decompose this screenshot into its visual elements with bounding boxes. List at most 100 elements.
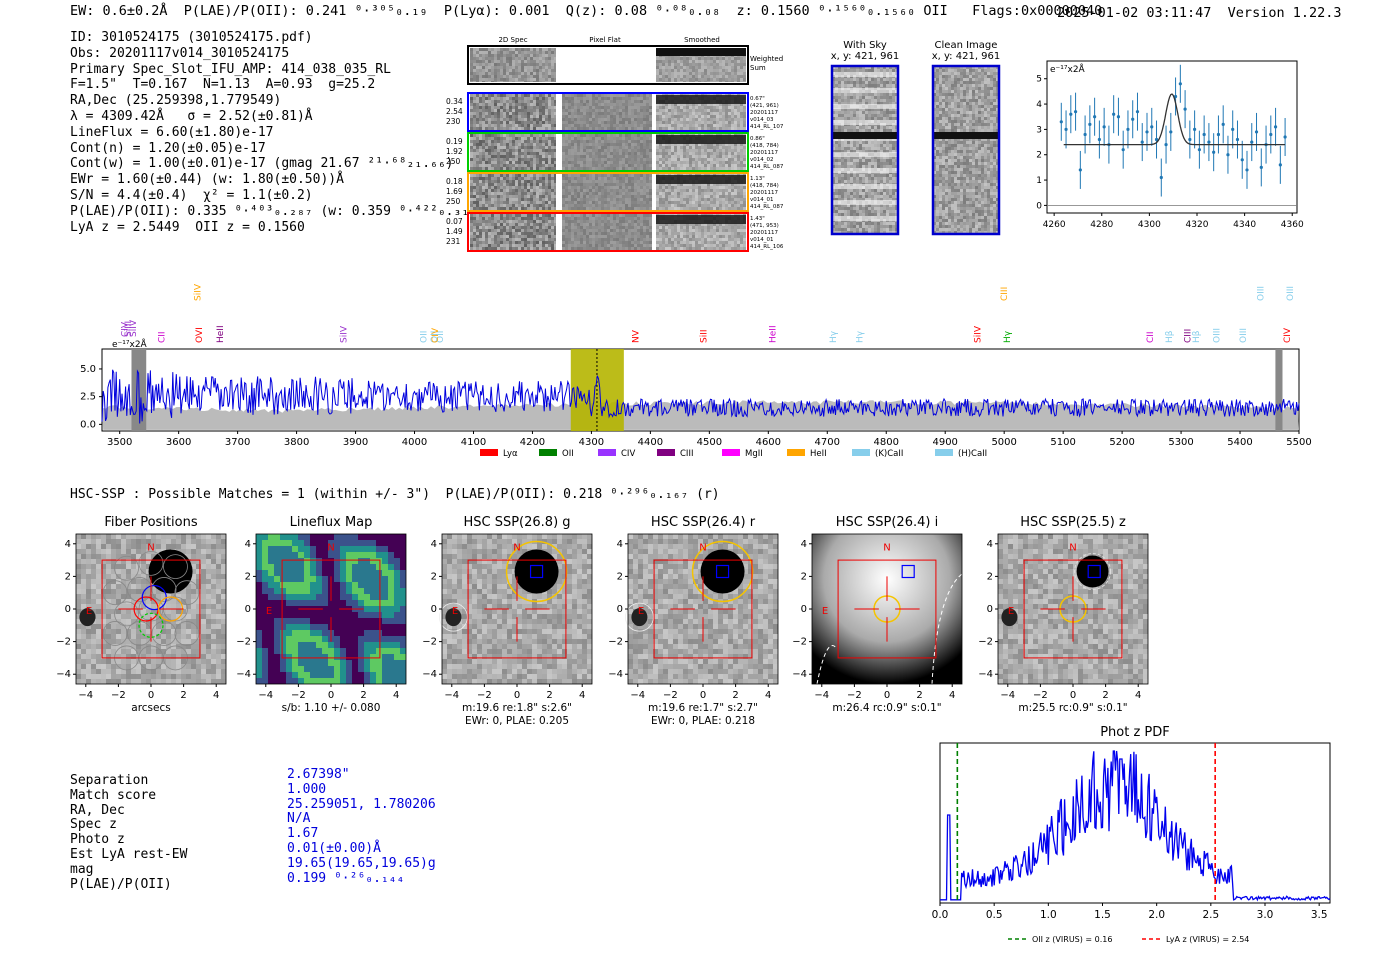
- pixel: [518, 155, 521, 158]
- pixel: [668, 238, 671, 241]
- pixel: [734, 161, 737, 164]
- pixel: [640, 155, 643, 158]
- pixel: [571, 189, 574, 192]
- pixel: [503, 60, 506, 63]
- pixel: [643, 109, 646, 112]
- pixel: [539, 195, 542, 198]
- pixel: [542, 226, 545, 229]
- pixel: [601, 118, 604, 121]
- pixel: [740, 124, 743, 127]
- pixel: [512, 232, 515, 235]
- pixel: [530, 214, 533, 217]
- pixel: [689, 223, 692, 226]
- pixel: [565, 207, 568, 210]
- pixel: [473, 174, 476, 177]
- pixel: [545, 121, 548, 124]
- pixel: [524, 94, 527, 97]
- pixel: [716, 235, 719, 238]
- pixel: [628, 244, 631, 247]
- pixel: [604, 137, 607, 140]
- pixel: [677, 69, 680, 72]
- pixel: [527, 149, 530, 152]
- pixel: [580, 247, 583, 250]
- pixel: [491, 103, 494, 106]
- pixel: [592, 152, 595, 155]
- pixel: [656, 241, 659, 244]
- pixel: [482, 143, 485, 146]
- pixel: [674, 204, 677, 207]
- pixel: [551, 69, 554, 72]
- pixel: [512, 78, 515, 81]
- pixel: [551, 220, 554, 223]
- pixel: [577, 115, 580, 118]
- pixel: [604, 152, 607, 155]
- pixel: [494, 146, 497, 149]
- pixel: [649, 137, 652, 140]
- pixel: [527, 100, 530, 103]
- pixel: [731, 198, 734, 201]
- pixel: [692, 207, 695, 210]
- pixel: [643, 235, 646, 238]
- pixel: [533, 127, 536, 130]
- pixel: [518, 183, 521, 186]
- pixel: [512, 244, 515, 247]
- pixel: [577, 164, 580, 167]
- pixel: [577, 180, 580, 183]
- pixel: [568, 115, 571, 118]
- pixel: [545, 97, 548, 100]
- pixel: [640, 137, 643, 140]
- pixel: [485, 155, 488, 158]
- pixel: [479, 238, 482, 241]
- pixel: [649, 149, 652, 152]
- pixel: [503, 201, 506, 204]
- pixel: [548, 48, 551, 51]
- pixel: [562, 109, 565, 112]
- pixel: [613, 100, 616, 103]
- pixel: [631, 146, 634, 149]
- pixel: [568, 204, 571, 207]
- pixel: [740, 158, 743, 161]
- pixel: [698, 155, 701, 158]
- pixel: [533, 81, 536, 82]
- pixel: [646, 134, 649, 137]
- pixel: [671, 235, 674, 238]
- pixel: [634, 180, 637, 183]
- pixel: [586, 186, 589, 189]
- pixel: [485, 238, 488, 241]
- pixel: [607, 143, 610, 146]
- pixel: [646, 149, 649, 152]
- pixel: [622, 177, 625, 180]
- pixel: [568, 177, 571, 180]
- pixel: [619, 223, 622, 226]
- pixel: [542, 124, 545, 127]
- pixel: [604, 158, 607, 161]
- pixel: [646, 140, 649, 143]
- pixel: [598, 100, 601, 103]
- pixel: [698, 72, 701, 75]
- pixel: [497, 204, 500, 207]
- pixel: [583, 161, 586, 164]
- pixel: [551, 81, 554, 82]
- pixel: [545, 235, 548, 238]
- pixel: [545, 94, 548, 97]
- pixel: [628, 177, 631, 180]
- pixel: [571, 121, 574, 124]
- pixel: [545, 66, 548, 69]
- pixel: [476, 112, 479, 115]
- pixel: [671, 118, 674, 121]
- pixel: [622, 226, 625, 229]
- pixel: [631, 226, 634, 229]
- pixel: [580, 244, 583, 247]
- pixel: [649, 94, 652, 97]
- pixel: [743, 161, 746, 164]
- pixel: [482, 121, 485, 124]
- pixel: [574, 158, 577, 161]
- pixel: [613, 204, 616, 207]
- pixel: [592, 146, 595, 149]
- pixel: [470, 78, 473, 81]
- pixel: [743, 235, 746, 238]
- pixel: [479, 226, 482, 229]
- pixel: [743, 66, 746, 69]
- pixel: [524, 121, 527, 124]
- pixel: [479, 106, 482, 109]
